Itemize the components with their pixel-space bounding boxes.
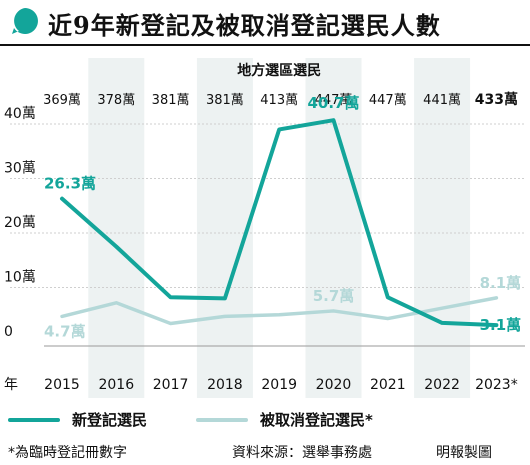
x-tick-label: 2022: [424, 377, 460, 393]
x-tick-label: 2017: [153, 377, 189, 393]
chart-canvas: 地方選區選民 369萬 378萬 381萬 381萬 413萬 447萬 447萬 441萬 43…: [4, 58, 525, 398]
district-voters-value: 447萬: [369, 93, 407, 108]
x-axis-prefix: 年: [4, 377, 18, 393]
title-divider: [0, 44, 530, 46]
legend-new-voters: 新登記選民: [8, 408, 198, 430]
x-tick-label: 2019: [261, 377, 297, 393]
column-band: [305, 58, 362, 398]
data-label-new: 3.1萬: [480, 316, 522, 334]
y-tick-label: 40萬: [4, 106, 36, 122]
chart-title: 近9年新登記及被取消登記選民人數: [48, 11, 441, 40]
district-voters-value: 441萬: [423, 93, 461, 108]
district-voters-value: 381萬: [206, 93, 244, 108]
y-tick-label: 30萬: [4, 161, 36, 177]
legend-deregistered-voters: 被取消登記選民*: [196, 408, 496, 430]
footer-source: 資料來源：選舉事務處: [232, 445, 372, 461]
column-band: [196, 58, 253, 398]
district-voters-value: 381萬: [152, 93, 190, 108]
y-tick-label: 0: [4, 324, 13, 340]
legend-swatch-deregistered: [196, 418, 248, 422]
district-voters-title: 地方選區選民: [237, 62, 321, 79]
x-tick-label: 2023*: [475, 377, 518, 393]
y-tick-label: 20萬: [4, 215, 36, 231]
data-label-new: 40.7萬: [307, 94, 359, 112]
footer-note: *為臨時登記冊數字: [8, 445, 127, 461]
column-band: [414, 58, 471, 398]
x-tick-label: 2016: [98, 377, 134, 393]
data-label-deregistered: 8.1萬: [480, 274, 522, 292]
data-label-new: 26.3萬: [44, 175, 96, 193]
y-tick-label: 10萬: [4, 270, 36, 286]
legend-label-new: 新登記選民: [72, 411, 148, 429]
district-voters-value: 378萬: [97, 93, 135, 108]
x-tick-label: 2021: [370, 377, 406, 393]
footer-credit: 明報製圖: [436, 445, 492, 461]
footer: *為臨時登記冊數字 資料來源：選舉事務處 明報製圖: [0, 440, 530, 462]
legend-swatch-new: [8, 418, 60, 422]
district-voters-value: 369萬: [43, 93, 81, 108]
title-badge-icon: [10, 6, 40, 36]
district-voters-value: 413萬: [260, 93, 298, 108]
legend-label-deregistered: 被取消登記選民*: [260, 411, 373, 429]
data-label-deregistered: 4.7萬: [44, 322, 86, 340]
x-tick-label: 2018: [207, 377, 243, 393]
district-voters-value: 433萬: [475, 91, 518, 108]
x-tick-label: 2015: [44, 377, 80, 393]
data-label-deregistered: 5.7萬: [313, 287, 355, 305]
district-voters-value: 447萬: [315, 93, 353, 108]
x-tick-label: 2020: [316, 377, 352, 393]
